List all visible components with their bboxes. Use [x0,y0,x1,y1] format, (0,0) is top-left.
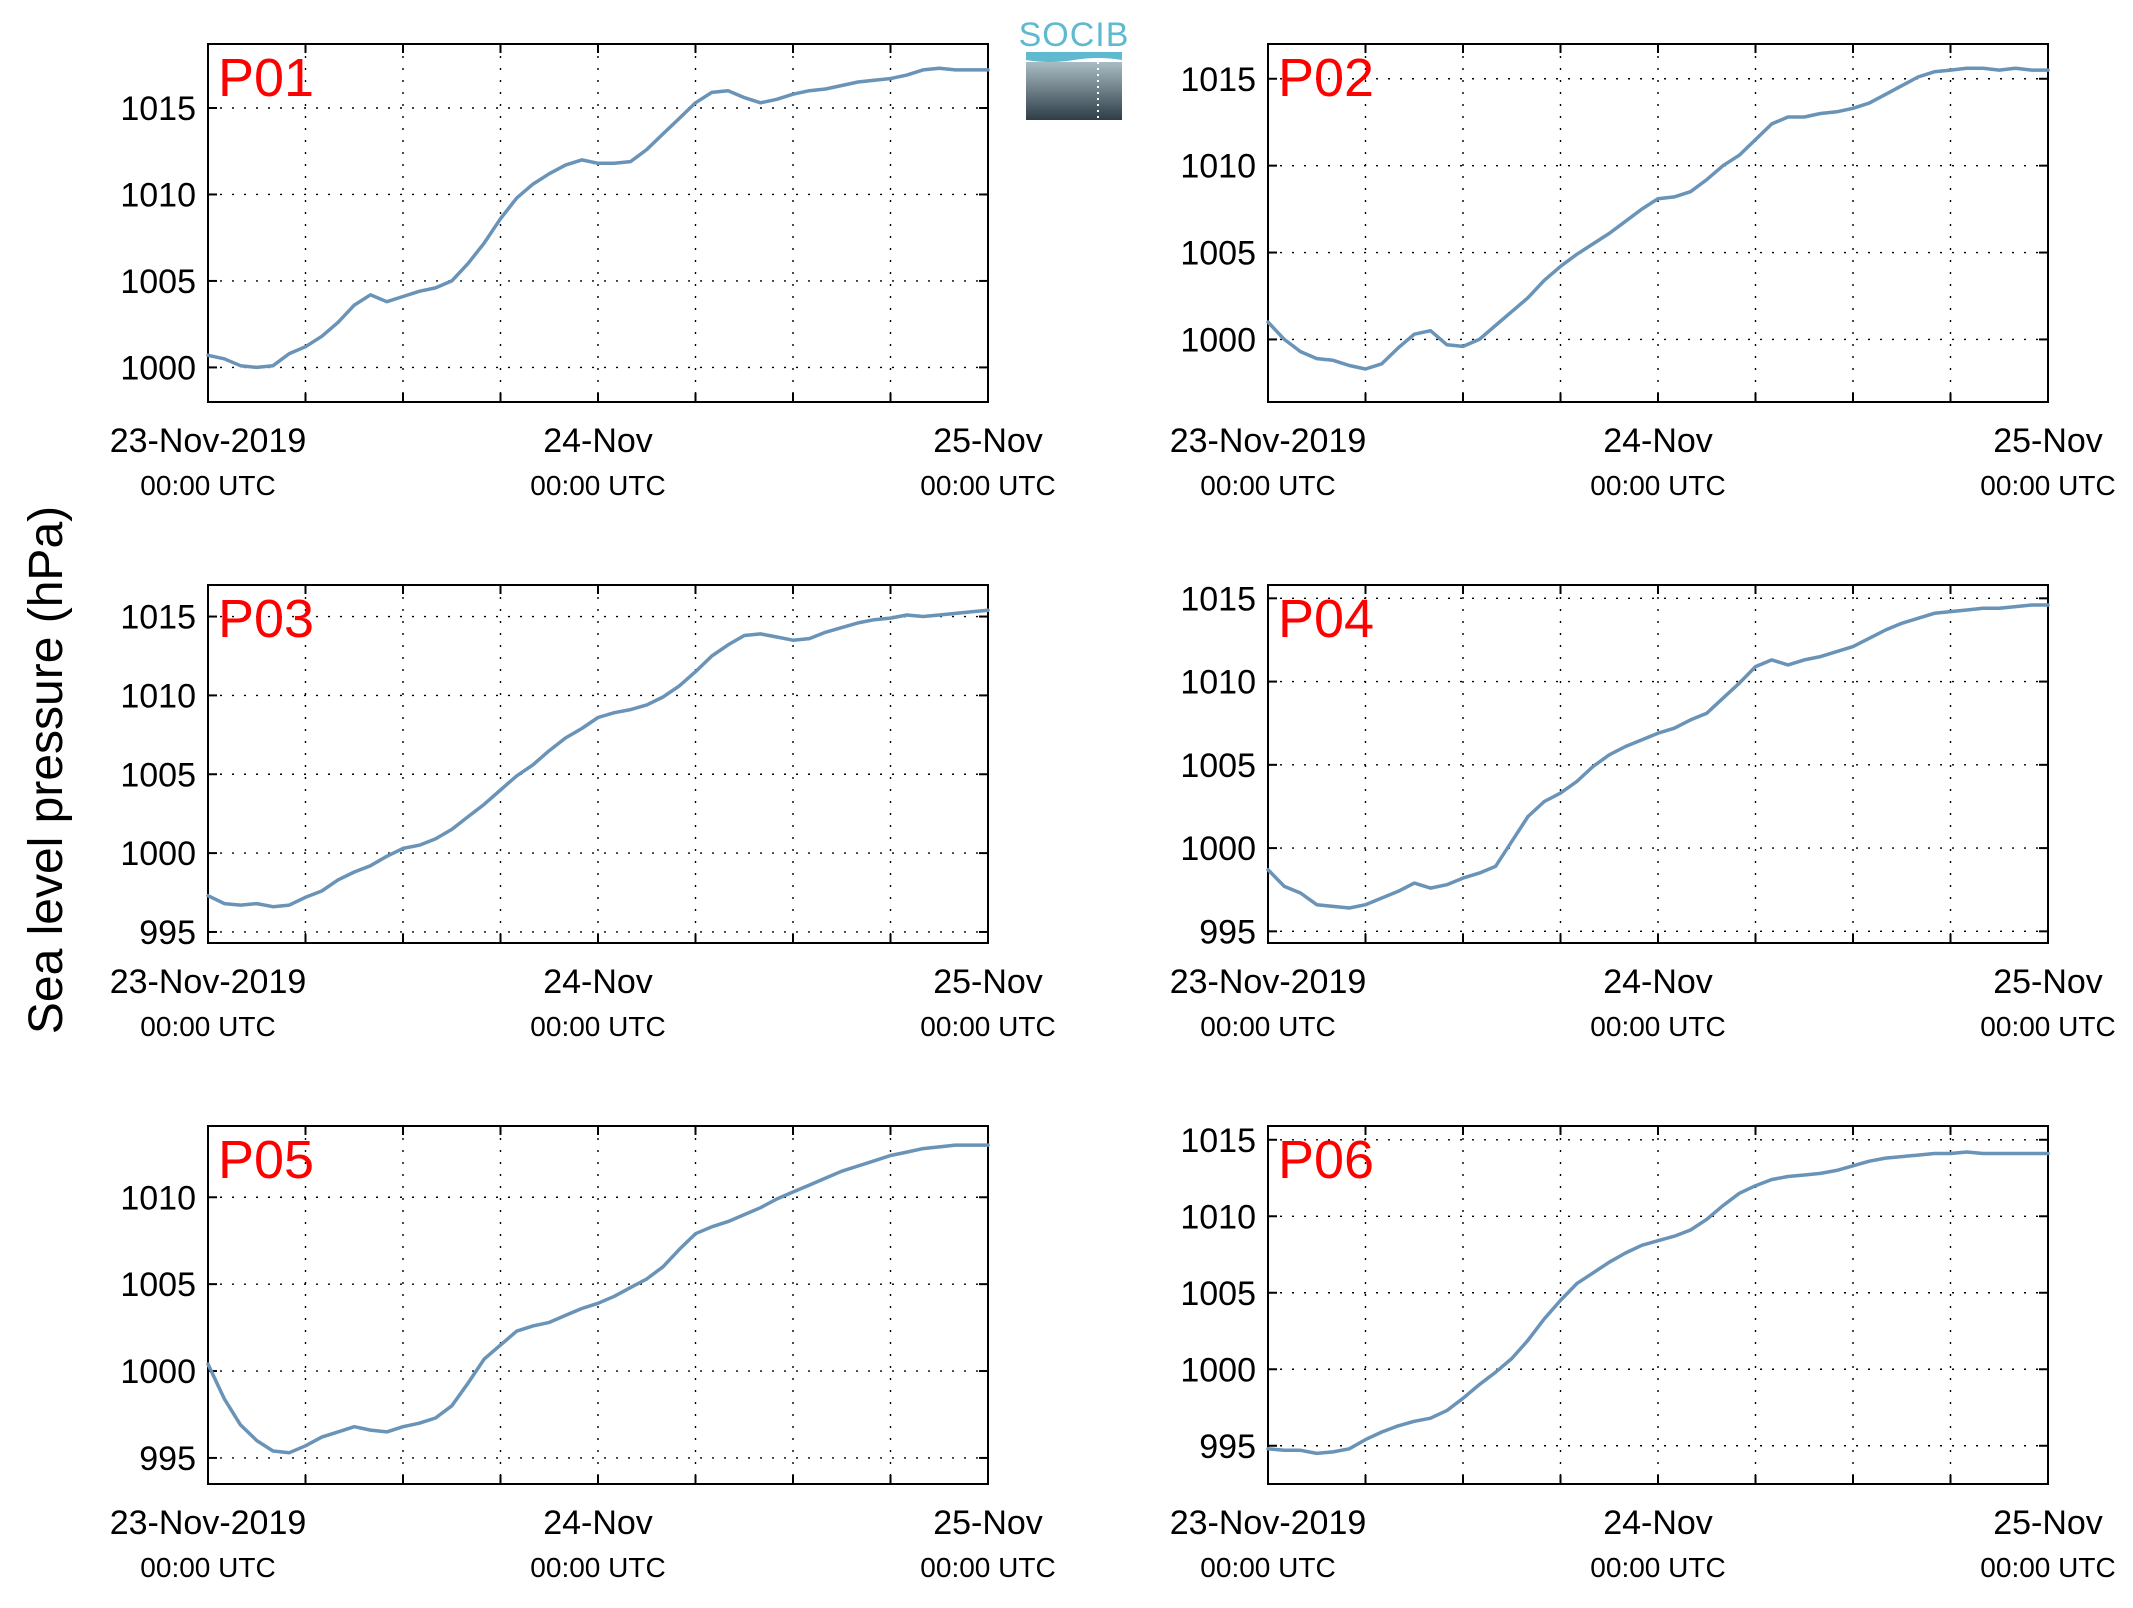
y-axis-label: Sea level pressure (hPa) [20,506,73,1034]
y-tick-label: 1005 [120,263,196,301]
y-tick-label: 1000 [1180,830,1256,868]
y-tick-label: 1015 [1180,580,1256,618]
x-tick-sublabel: 00:00 UTC [1200,470,1335,501]
y-tick-label: 1000 [1180,1351,1256,1389]
x-tick-label: 24-Nov [1603,422,1713,460]
x-tick-sublabel: 00:00 UTC [1200,1011,1335,1042]
socib-logo-block [1026,62,1122,120]
y-tick-label: 1005 [120,756,196,794]
x-tick-label: 25-Nov [1993,1504,2103,1542]
y-tick-label: 1005 [120,1266,196,1304]
y-tick-label: 1010 [1180,148,1256,186]
chart-panel-P04: 995 1000 1005 1010 1015 23-Nov-2019 00:00 UTC 2… [1170,580,2116,1042]
socib-logo-text: SOCIB [1019,16,1130,54]
x-tick-label: 23-Nov-2019 [1170,963,1367,1001]
x-tick-sublabel: 00:00 UTC [920,1011,1055,1042]
x-tick-label: 24-Nov [1603,963,1713,1001]
x-tick-sublabel: 00:00 UTC [1200,1552,1335,1583]
x-tick-label: 25-Nov [933,422,1043,460]
chart-panel-P03: 995 1000 1005 1010 1015 23-Nov-2019 00:00 UTC 2… [110,584,1056,1042]
y-tick-label: 1015 [1180,61,1256,99]
y-tick-label: 995 [139,1440,196,1478]
y-tick-label: 1005 [1180,235,1256,273]
panel-label: P02 [1278,48,1374,108]
x-tick-label: 23-Nov-2019 [110,1504,307,1542]
x-tick-sublabel: 00:00 UTC [920,470,1055,501]
x-tick-label: 23-Nov-2019 [1170,1504,1367,1542]
y-tick-label: 1015 [1180,1122,1256,1160]
y-tick-label: 1005 [1180,747,1256,785]
y-tick-label: 1000 [120,349,196,387]
x-tick-label: 25-Nov [933,963,1043,1001]
y-tick-label: 1010 [1180,1198,1256,1236]
series-line-P02 [1266,66,2050,371]
series-line-P04 [1266,603,2050,910]
x-tick-sublabel: 00:00 UTC [530,1011,665,1042]
series-line-P01 [206,66,990,370]
panel-label: P05 [218,1130,314,1190]
x-tick-sublabel: 00:00 UTC [1980,1552,2115,1583]
x-tick-label: 23-Nov-2019 [110,422,307,460]
x-tick-label: 24-Nov [1603,1504,1713,1542]
chart-panel-P06: 995 1000 1005 1010 1015 23-Nov-2019 00:00 UTC 2… [1170,1122,2116,1583]
x-tick-label: 25-Nov [1993,422,2103,460]
y-tick-label: 1010 [1180,664,1256,702]
y-tick-label: 1010 [120,1179,196,1217]
x-tick-label: 24-Nov [543,422,653,460]
x-tick-sublabel: 00:00 UTC [1590,1011,1725,1042]
x-tick-sublabel: 00:00 UTC [530,1552,665,1583]
y-tick-label: 995 [1199,913,1256,951]
x-tick-sublabel: 00:00 UTC [1590,470,1725,501]
series-line-P03 [206,608,990,909]
panel-label: P06 [1278,1130,1374,1190]
y-tick-label: 1015 [120,599,196,637]
series-line-P05 [206,1143,990,1455]
x-tick-sublabel: 00:00 UTC [1980,470,2115,501]
y-tick-label: 1010 [120,176,196,214]
y-tick-label: 1010 [120,677,196,715]
x-tick-sublabel: 00:00 UTC [140,470,275,501]
socib-logo-wave [1026,52,1122,62]
x-tick-sublabel: 00:00 UTC [1590,1552,1725,1583]
series-line-P06 [1266,1150,2050,1456]
x-tick-label: 24-Nov [543,963,653,1001]
y-tick-label: 1000 [120,835,196,873]
x-tick-sublabel: 00:00 UTC [140,1011,275,1042]
x-tick-label: 25-Nov [1993,963,2103,1001]
chart-panel-P02: 1000 1005 1010 1015 23-Nov-2019 00:00 UTC 24-N… [1170,43,2116,501]
y-tick-label: 1005 [1180,1275,1256,1313]
y-tick-label: 995 [139,914,196,952]
x-tick-label: 23-Nov-2019 [1170,422,1367,460]
x-tick-label: 25-Nov [933,1504,1043,1542]
y-tick-label: 1000 [1180,321,1256,359]
chart-panel-P05: 995 1000 1005 1010 23-Nov-2019 00:00 UTC 24-No… [110,1125,1056,1583]
x-tick-sublabel: 00:00 UTC [140,1552,275,1583]
panel-label: P04 [1278,589,1374,649]
y-tick-label: 995 [1199,1428,1256,1466]
chart-panels: 1000 1005 1010 1015 23-Nov-2019 00:00 UTC 24-N… [110,43,2116,1583]
panel-label: P03 [218,589,314,649]
y-tick-label: 1000 [120,1353,196,1391]
panel-label: P01 [218,48,314,108]
socib-logo: SOCIB [1019,16,1130,120]
y-tick-label: 1015 [120,90,196,128]
x-tick-sublabel: 00:00 UTC [530,470,665,501]
x-tick-label: 23-Nov-2019 [110,963,307,1001]
x-tick-label: 24-Nov [543,1504,653,1542]
chart-panel-P01: 1000 1005 1010 1015 23-Nov-2019 00:00 UTC 24-N… [110,43,1056,501]
x-tick-sublabel: 00:00 UTC [920,1552,1055,1583]
x-tick-sublabel: 00:00 UTC [1980,1011,2115,1042]
